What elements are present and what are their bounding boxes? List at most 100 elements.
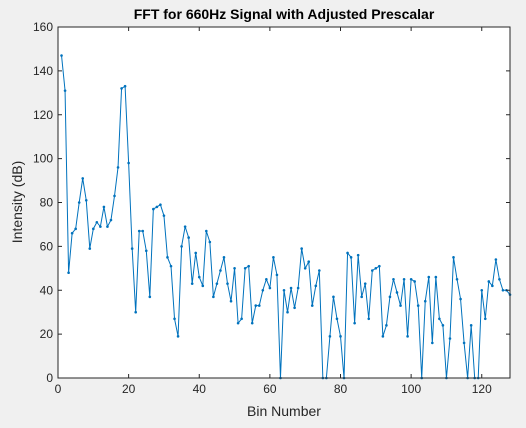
data-point	[166, 256, 169, 259]
y-tick-label: 60	[40, 239, 54, 253]
data-point	[201, 284, 205, 288]
data-point	[349, 256, 353, 259]
chart-title: FFT for 660Hz Signal with Adjusted Presc…	[134, 6, 435, 22]
data-point	[257, 304, 261, 307]
y-tick-label: 80	[40, 196, 54, 210]
data-point	[480, 288, 484, 292]
data-point	[402, 277, 406, 281]
data-point	[148, 295, 152, 299]
data-point	[229, 299, 233, 303]
data-point	[459, 297, 462, 301]
data-point	[84, 199, 88, 202]
data-point	[360, 295, 363, 299]
data-point	[169, 264, 173, 268]
data-point	[205, 229, 208, 233]
data-point	[483, 317, 487, 321]
data-point	[335, 317, 339, 321]
data-point	[367, 317, 371, 321]
axes-background	[58, 27, 510, 378]
data-point	[314, 284, 318, 288]
data-point	[296, 286, 300, 290]
y-tick-label: 0	[46, 371, 53, 385]
data-point	[155, 205, 159, 209]
data-point	[491, 284, 494, 288]
data-point	[222, 256, 226, 259]
data-point	[261, 288, 265, 292]
data-point	[363, 282, 367, 285]
x-axis-label: Bin Number	[247, 403, 321, 419]
data-point	[63, 89, 67, 92]
data-point	[102, 205, 106, 209]
data-point	[233, 267, 236, 270]
x-tick-label: 40	[193, 382, 207, 396]
data-point	[381, 335, 385, 338]
data-point	[219, 269, 222, 272]
data-point	[310, 304, 314, 307]
data-point	[113, 194, 116, 198]
data-point	[293, 306, 296, 310]
data-point	[307, 260, 311, 264]
y-tick-label: 40	[40, 283, 54, 297]
data-point	[67, 271, 70, 275]
data-point	[236, 321, 240, 325]
data-point	[395, 291, 399, 294]
data-point	[374, 267, 378, 270]
data-point	[134, 310, 137, 314]
data-point	[240, 317, 243, 321]
data-point	[406, 335, 409, 338]
x-tick-label: 100	[401, 382, 421, 396]
data-point	[303, 267, 307, 270]
plot-area	[60, 54, 512, 380]
data-point	[423, 299, 427, 303]
data-point	[250, 321, 254, 325]
data-point	[212, 295, 215, 299]
data-point	[455, 277, 459, 281]
data-point	[226, 282, 229, 285]
data-point	[353, 321, 356, 325]
data-point	[243, 267, 247, 270]
data-point	[88, 247, 92, 250]
data-point	[152, 207, 155, 211]
y-axis-label: Intensity (dB)	[9, 161, 25, 243]
data-point	[286, 310, 289, 314]
data-point	[173, 317, 176, 321]
data-point	[190, 282, 194, 285]
data-point	[109, 218, 113, 222]
y-tick-label: 160	[33, 20, 53, 34]
data-point	[399, 304, 402, 307]
data-point	[116, 166, 120, 169]
data-point	[370, 269, 374, 272]
data-point	[187, 236, 190, 239]
data-point	[162, 214, 166, 217]
data-point	[183, 225, 187, 228]
data-point	[501, 288, 505, 292]
data-point	[92, 227, 95, 231]
data-point	[413, 280, 416, 283]
data-point	[494, 258, 498, 261]
x-tick-label: 20	[122, 382, 136, 396]
data-point	[60, 54, 63, 57]
data-point	[487, 280, 491, 283]
data-point	[469, 324, 473, 327]
data-point	[197, 275, 201, 279]
data-point	[130, 247, 134, 250]
data-point	[275, 273, 279, 277]
y-tick-label: 120	[33, 108, 53, 122]
x-tick-label: 0	[55, 382, 62, 396]
data-point	[95, 220, 99, 224]
data-point	[74, 227, 77, 231]
data-point	[434, 275, 438, 279]
data-point	[247, 264, 250, 268]
data-point	[328, 335, 332, 338]
data-point	[441, 324, 445, 327]
data-point	[176, 335, 180, 338]
y-tick-label: 100	[33, 152, 53, 166]
data-point	[431, 341, 434, 345]
data-point	[123, 84, 127, 88]
data-point	[388, 295, 392, 299]
data-point	[427, 275, 431, 279]
data-point	[99, 225, 102, 228]
data-point	[346, 251, 349, 255]
